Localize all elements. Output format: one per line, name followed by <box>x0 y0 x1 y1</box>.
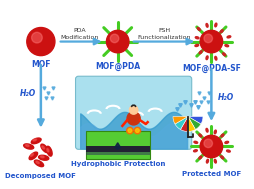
Ellipse shape <box>206 24 208 27</box>
Ellipse shape <box>31 138 41 144</box>
Circle shape <box>106 30 129 53</box>
Ellipse shape <box>41 144 48 153</box>
Circle shape <box>31 32 42 43</box>
Ellipse shape <box>199 51 202 54</box>
Text: PDA
Modification: PDA Modification <box>60 29 99 40</box>
Ellipse shape <box>215 23 217 27</box>
Ellipse shape <box>199 156 202 159</box>
Polygon shape <box>115 143 120 149</box>
Ellipse shape <box>34 160 44 167</box>
Ellipse shape <box>40 156 44 158</box>
Circle shape <box>129 106 138 114</box>
Ellipse shape <box>29 152 38 160</box>
Wedge shape <box>188 116 201 129</box>
Ellipse shape <box>214 130 216 134</box>
Ellipse shape <box>25 145 29 147</box>
Circle shape <box>27 28 55 56</box>
Text: FSH
Functionalization: FSH Functionalization <box>138 29 191 40</box>
Text: MOF: MOF <box>31 60 51 69</box>
FancyBboxPatch shape <box>86 131 150 159</box>
Ellipse shape <box>24 144 34 149</box>
Text: MOF@PDA: MOF@PDA <box>95 62 140 71</box>
Ellipse shape <box>220 30 223 33</box>
Wedge shape <box>175 116 188 129</box>
Circle shape <box>128 129 132 132</box>
Ellipse shape <box>227 36 231 38</box>
Circle shape <box>204 139 213 148</box>
Circle shape <box>126 127 133 134</box>
Text: Decomposed MOF: Decomposed MOF <box>5 173 76 179</box>
Ellipse shape <box>227 150 230 152</box>
FancyBboxPatch shape <box>86 152 150 155</box>
Ellipse shape <box>47 148 49 152</box>
Ellipse shape <box>194 150 197 152</box>
Ellipse shape <box>197 28 200 30</box>
Circle shape <box>127 112 140 125</box>
Ellipse shape <box>195 44 199 46</box>
Ellipse shape <box>221 156 224 159</box>
Circle shape <box>134 127 141 134</box>
Ellipse shape <box>221 134 224 137</box>
Ellipse shape <box>194 141 198 143</box>
Wedge shape <box>188 116 196 132</box>
FancyBboxPatch shape <box>86 146 150 152</box>
Ellipse shape <box>206 129 208 132</box>
Text: MOF@PDA-SF: MOF@PDA-SF <box>182 64 241 73</box>
Wedge shape <box>188 116 203 124</box>
Text: H₂O: H₂O <box>218 93 234 102</box>
Ellipse shape <box>206 56 208 60</box>
Ellipse shape <box>46 146 52 156</box>
Ellipse shape <box>30 153 34 156</box>
Circle shape <box>204 34 213 43</box>
Ellipse shape <box>214 159 216 163</box>
Circle shape <box>135 129 139 132</box>
Ellipse shape <box>195 37 199 39</box>
Circle shape <box>200 135 223 158</box>
Wedge shape <box>173 116 188 124</box>
Circle shape <box>110 34 119 43</box>
Ellipse shape <box>225 45 229 47</box>
Text: Hydrophobic Protection: Hydrophobic Protection <box>71 161 165 167</box>
Ellipse shape <box>215 56 217 60</box>
Text: H₂O: H₂O <box>20 89 36 98</box>
Circle shape <box>200 30 223 53</box>
Ellipse shape <box>207 159 209 163</box>
Ellipse shape <box>42 146 45 149</box>
Ellipse shape <box>199 134 202 137</box>
Ellipse shape <box>36 161 39 164</box>
Ellipse shape <box>39 155 49 160</box>
FancyBboxPatch shape <box>75 76 192 149</box>
Ellipse shape <box>33 139 37 141</box>
Wedge shape <box>181 116 188 132</box>
Text: Protected MOF: Protected MOF <box>182 171 241 177</box>
Ellipse shape <box>223 53 226 56</box>
Ellipse shape <box>225 141 229 143</box>
